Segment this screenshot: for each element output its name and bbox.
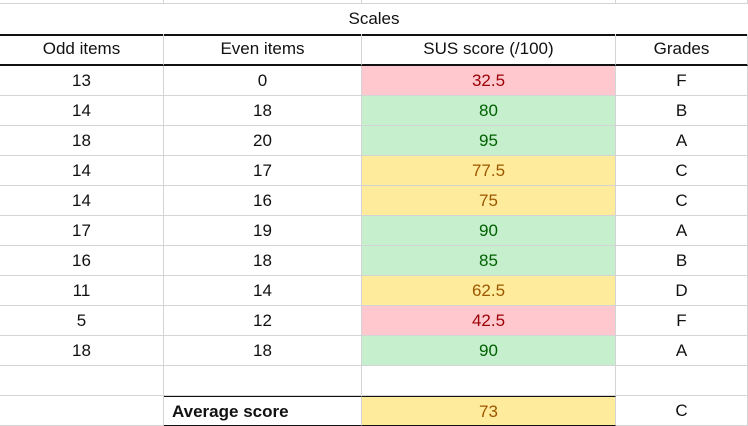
scales-title-row: Scales <box>0 4 748 36</box>
even-items-cell[interactable]: 16 <box>164 186 362 216</box>
odd-items-cell[interactable]: 14 <box>0 96 164 126</box>
header-odd-items[interactable]: Odd items <box>0 34 164 66</box>
header-sus-score[interactable]: SUS score (/100) <box>362 34 616 66</box>
empty-cell[interactable] <box>164 0 362 4</box>
scales-title-cell[interactable]: Scales <box>0 4 748 36</box>
odd-items-cell[interactable]: 13 <box>0 66 164 96</box>
empty-cell[interactable] <box>362 0 616 4</box>
sus-score-cell[interactable]: 32.5 <box>362 66 616 96</box>
odd-items-cell[interactable]: 5 <box>0 306 164 336</box>
odd-items-cell[interactable]: 14 <box>0 186 164 216</box>
odd-items-cell[interactable]: 17 <box>0 216 164 246</box>
table-row: 18 18 90 A <box>0 336 748 366</box>
grade-cell[interactable]: D <box>616 276 748 306</box>
grade-cell[interactable]: A <box>616 126 748 156</box>
sus-score-cell[interactable]: 90 <box>362 336 616 366</box>
even-items-cell[interactable]: 12 <box>164 306 362 336</box>
odd-items-cell[interactable]: 18 <box>0 336 164 366</box>
empty-cell[interactable] <box>362 366 616 396</box>
table-row: 13 0 32.5 F <box>0 66 748 96</box>
table-row: 16 18 85 B <box>0 246 748 276</box>
empty-cell[interactable] <box>0 0 164 4</box>
even-items-cell[interactable]: 19 <box>164 216 362 246</box>
empty-row <box>0 366 748 396</box>
odd-items-cell[interactable]: 16 <box>0 246 164 276</box>
odd-items-cell[interactable]: 11 <box>0 276 164 306</box>
even-items-cell[interactable]: 20 <box>164 126 362 156</box>
grade-cell[interactable]: F <box>616 306 748 336</box>
table-row: 18 20 95 A <box>0 126 748 156</box>
grade-cell[interactable]: C <box>616 186 748 216</box>
sus-score-cell[interactable]: 42.5 <box>362 306 616 336</box>
sus-score-cell[interactable]: 95 <box>362 126 616 156</box>
header-grades[interactable]: Grades <box>616 34 748 66</box>
sus-score-cell[interactable]: 77.5 <box>362 156 616 186</box>
odd-items-cell[interactable]: 18 <box>0 126 164 156</box>
empty-cell[interactable] <box>616 366 748 396</box>
even-items-cell[interactable]: 0 <box>164 66 362 96</box>
average-grade-cell[interactable]: C <box>616 396 748 426</box>
even-items-cell[interactable]: 18 <box>164 336 362 366</box>
table-row: 14 17 77.5 C <box>0 156 748 186</box>
even-items-cell[interactable]: 17 <box>164 156 362 186</box>
table-row: 5 12 42.5 F <box>0 306 748 336</box>
even-items-cell[interactable]: 18 <box>164 96 362 126</box>
grade-cell[interactable]: B <box>616 96 748 126</box>
sus-score-cell[interactable]: 62.5 <box>362 276 616 306</box>
empty-cell[interactable] <box>0 396 164 426</box>
average-sus-score-cell[interactable]: 73 <box>362 396 616 426</box>
table-row: 14 18 80 B <box>0 96 748 126</box>
header-even-items[interactable]: Even items <box>164 34 362 66</box>
table-row: 17 19 90 A <box>0 216 748 246</box>
odd-items-cell[interactable]: 14 <box>0 156 164 186</box>
column-header-row: Odd items Even items SUS score (/100) Gr… <box>0 34 748 66</box>
grade-cell[interactable]: A <box>616 336 748 366</box>
grade-cell[interactable]: C <box>616 156 748 186</box>
sus-score-cell[interactable]: 85 <box>362 246 616 276</box>
table-row: 11 14 62.5 D <box>0 276 748 306</box>
grade-cell[interactable]: B <box>616 246 748 276</box>
even-items-cell[interactable]: 14 <box>164 276 362 306</box>
average-score-row: Average score 73 C <box>0 396 748 426</box>
even-items-cell[interactable]: 18 <box>164 246 362 276</box>
grade-cell[interactable]: A <box>616 216 748 246</box>
sus-score-cell[interactable]: 75 <box>362 186 616 216</box>
empty-cell[interactable] <box>0 366 164 396</box>
sus-score-cell[interactable]: 90 <box>362 216 616 246</box>
table-row: 14 16 75 C <box>0 186 748 216</box>
empty-cell[interactable] <box>164 366 362 396</box>
sus-score-cell[interactable]: 80 <box>362 96 616 126</box>
grade-cell[interactable]: F <box>616 66 748 96</box>
average-score-label[interactable]: Average score <box>164 396 362 426</box>
